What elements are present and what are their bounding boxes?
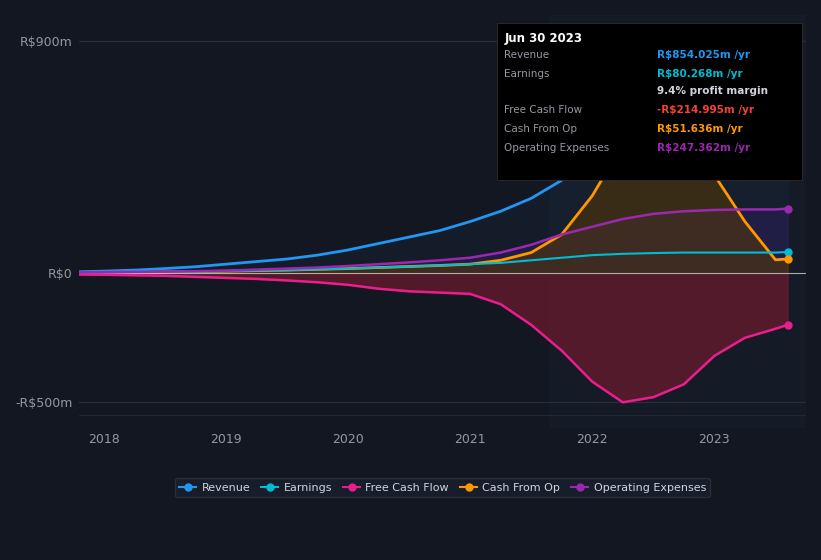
Text: Revenue: Revenue	[504, 50, 549, 60]
FancyBboxPatch shape	[498, 24, 802, 180]
Text: Free Cash Flow: Free Cash Flow	[504, 105, 583, 115]
Text: R$51.636m /yr: R$51.636m /yr	[657, 124, 743, 134]
Text: Jun 30 2023: Jun 30 2023	[504, 31, 582, 45]
Text: R$247.362m /yr: R$247.362m /yr	[657, 143, 750, 153]
Text: 9.4% profit margin: 9.4% profit margin	[657, 86, 768, 96]
Text: R$80.268m /yr: R$80.268m /yr	[657, 69, 743, 79]
Text: Cash From Op: Cash From Op	[504, 124, 577, 134]
Text: R$854.025m /yr: R$854.025m /yr	[657, 50, 750, 60]
Text: -R$214.995m /yr: -R$214.995m /yr	[657, 105, 754, 115]
Text: Operating Expenses: Operating Expenses	[504, 143, 610, 153]
Bar	[549, 15, 806, 428]
Legend: Revenue, Earnings, Free Cash Flow, Cash From Op, Operating Expenses: Revenue, Earnings, Free Cash Flow, Cash …	[175, 478, 710, 497]
Text: Earnings: Earnings	[504, 69, 550, 79]
